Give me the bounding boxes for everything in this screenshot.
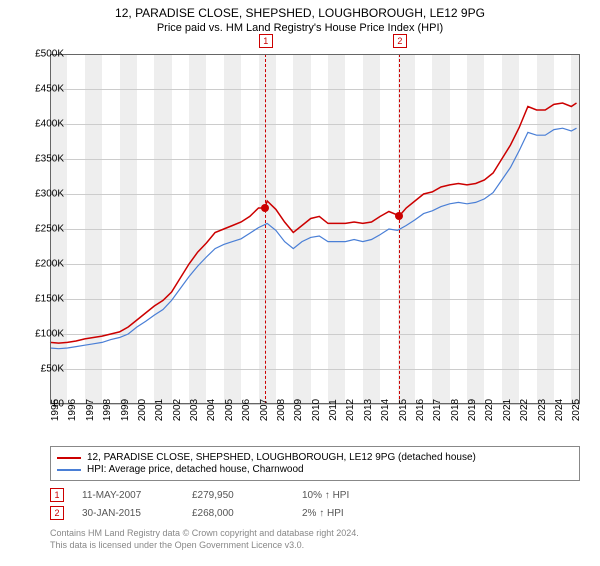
legend-label: HPI: Average price, detached house, Char… [87,464,304,475]
transaction-cell-delta: 2% ↑ HPI [302,508,412,519]
transaction-cell-date: 11-MAY-2007 [82,490,192,501]
x-axis-label: 2000 [137,399,148,421]
y-axis-label: £500K [35,49,64,60]
y-axis-label: £350K [35,154,64,165]
series-line [50,128,577,349]
x-axis-label: 2016 [415,399,426,421]
x-axis-label: 2020 [484,399,495,421]
legend-swatch [57,469,81,471]
transaction-marker: 1 [259,34,273,48]
legend-swatch [57,457,81,459]
y-axis-label: £250K [35,224,64,235]
x-axis-label: 2019 [467,399,478,421]
transaction-cell-delta: 10% ↑ HPI [302,490,412,501]
chart-title: 12, PARADISE CLOSE, SHEPSHED, LOUGHBOROU… [0,6,600,20]
transaction-marker: 2 [393,34,407,48]
x-axis-label: 2018 [450,399,461,421]
transaction-dot [261,204,269,212]
x-axis-label: 2021 [502,399,513,421]
y-axis-label: £100K [35,329,64,340]
x-axis-label: 2009 [293,399,304,421]
x-axis-label: 2014 [380,399,391,421]
x-axis-label: 2017 [432,399,443,421]
x-axis-label: 1996 [67,399,78,421]
x-axis-label: 2010 [311,399,322,421]
footer-line: Contains HM Land Registry data © Crown c… [50,528,580,540]
legend: 12, PARADISE CLOSE, SHEPSHED, LOUGHBOROU… [50,446,580,481]
x-axis-label: 2011 [328,399,339,421]
y-axis-label: £300K [35,189,64,200]
x-axis-label: 2024 [554,399,565,421]
x-axis-label: 2025 [571,399,582,421]
x-axis-label: 2002 [172,399,183,421]
x-axis-label: 1995 [50,399,61,421]
footer-attribution: Contains HM Land Registry data © Crown c… [50,528,580,551]
x-axis-label: 2012 [345,399,356,421]
x-axis-label: 1998 [102,399,113,421]
transaction-marker-small: 2 [50,506,64,520]
x-axis-label: 2004 [206,399,217,421]
legend-row: 12, PARADISE CLOSE, SHEPSHED, LOUGHBOROU… [57,452,573,463]
plot-area: 12 [50,54,580,404]
footer-line: This data is licensed under the Open Gov… [50,540,580,552]
transaction-dot [395,212,403,220]
y-axis-label: £450K [35,84,64,95]
transaction-cell-price: £279,950 [192,490,302,501]
x-axis-label: 2023 [537,399,548,421]
y-axis-label: £50K [41,364,64,375]
x-axis-label: 2003 [189,399,200,421]
x-axis-label: 2006 [241,399,252,421]
transaction-table: 1 11-MAY-2007£279,95010% ↑ HPI 2 30-JAN-201… [50,486,580,522]
transaction-cell-price: £268,000 [192,508,302,519]
x-axis-label: 2015 [398,399,409,421]
chart-container: 12, PARADISE CLOSE, SHEPSHED, LOUGHBOROU… [0,6,600,566]
y-axis-label: £400K [35,119,64,130]
chart-subtitle: Price paid vs. HM Land Registry's House … [0,22,600,34]
transaction-row: 2 30-JAN-2015£268,0002% ↑ HPI [50,504,580,522]
series-line [50,103,577,343]
x-axis-label: 2007 [259,399,270,421]
transaction-marker-small: 1 [50,488,64,502]
x-axis-label: 1997 [85,399,96,421]
transaction-row: 1 11-MAY-2007£279,95010% ↑ HPI [50,486,580,504]
x-axis-label: 2005 [224,399,235,421]
y-axis-label: £200K [35,259,64,270]
legend-row: HPI: Average price, detached house, Char… [57,464,573,475]
line-series [50,54,580,404]
x-axis-label: 1999 [120,399,131,421]
x-axis-label: 2013 [363,399,374,421]
legend-label: 12, PARADISE CLOSE, SHEPSHED, LOUGHBOROU… [87,452,476,463]
y-axis-label: £150K [35,294,64,305]
x-axis-label: 2022 [519,399,530,421]
x-axis-label: 2008 [276,399,287,421]
x-axis-label: 2001 [154,399,165,421]
transaction-cell-date: 30-JAN-2015 [82,508,192,519]
